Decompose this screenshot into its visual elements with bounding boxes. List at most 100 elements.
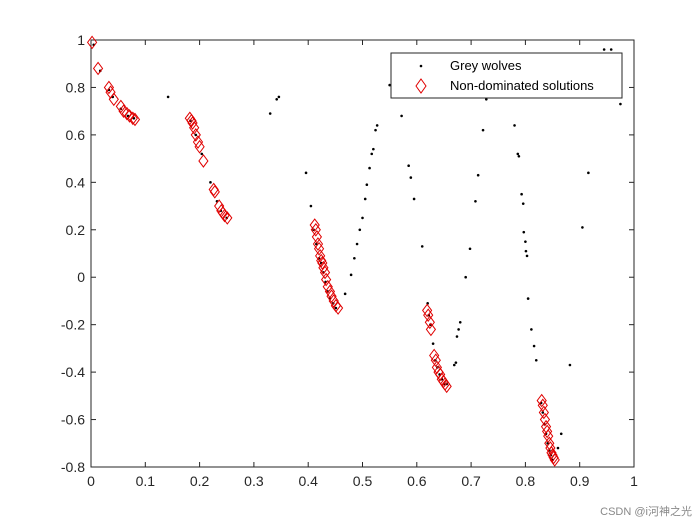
y-tick-label: -0.4 — [61, 364, 85, 380]
grey-wolf-point — [526, 297, 530, 300]
grey-wolf-point — [452, 363, 456, 367]
y-tick-label: 0.4 — [66, 174, 86, 190]
grey-wolf-point — [513, 124, 516, 127]
grey-wolf-point — [556, 446, 560, 450]
non-dominated-point — [192, 135, 204, 149]
y-tick-label: -0.2 — [61, 317, 85, 333]
x-tick-label: 0.9 — [570, 473, 590, 489]
grey-wolf-point — [587, 171, 590, 175]
grey-wolf-point — [619, 102, 622, 106]
x-tick-label: 0.8 — [516, 473, 536, 489]
grey-wolf-point — [343, 292, 347, 296]
grey-wolf-point — [304, 171, 308, 175]
non-dominated-point — [198, 154, 209, 168]
grey-wolf-point — [388, 83, 391, 87]
non-dominated-point — [324, 284, 336, 299]
non-dominated-point — [189, 120, 200, 135]
non-dominated-point — [312, 237, 324, 251]
non-dominated-point — [222, 211, 233, 225]
non-dominated-point — [108, 92, 119, 107]
non-dominated-point — [548, 450, 559, 465]
grey-wolf-point — [524, 249, 528, 253]
grey-wolf-point — [532, 344, 536, 348]
non-dominated-point — [309, 218, 320, 232]
grey-wolf-point — [520, 192, 523, 196]
x-tick-label: 0.5 — [353, 473, 373, 489]
non-dominated-point — [127, 111, 138, 126]
grey-wolf-point — [370, 152, 374, 156]
legend-diamond-marker — [415, 78, 427, 94]
x-tick-label: 0.3 — [244, 473, 264, 489]
grey-wolf-point — [365, 183, 369, 187]
grey-wolf-point — [541, 411, 545, 414]
non-dominated-point — [313, 241, 325, 256]
non-dominated-point — [187, 116, 198, 130]
grey-wolf-point — [454, 361, 458, 364]
non-dominated-point — [537, 398, 548, 413]
non-dominated-point — [545, 441, 556, 455]
grey-wolf-point — [534, 358, 538, 362]
grey-wolf-point — [581, 226, 584, 229]
non-dominated-point — [315, 249, 326, 263]
grey-wolf-point — [409, 176, 413, 179]
grey-wolf-point — [464, 275, 467, 279]
y-tick-label: 0 — [77, 269, 85, 285]
grey-wolf-point — [349, 273, 353, 277]
grey-wolf-point — [468, 247, 472, 251]
grey-wolf-point — [400, 114, 403, 118]
grey-wolf-point — [277, 95, 281, 99]
non-dominated-point — [326, 289, 337, 304]
grey-wolf-point — [353, 256, 356, 260]
grey-wolf-point — [525, 254, 529, 258]
grey-wolf-point — [457, 328, 460, 331]
grey-wolf-point — [358, 228, 362, 232]
y-tick-label: -0.8 — [61, 459, 85, 475]
grey-wolf-point — [524, 240, 527, 243]
non-dominated-point — [332, 301, 344, 315]
non-dominated-point — [190, 128, 201, 142]
grey-wolf-point — [559, 432, 563, 436]
non-dominated-point — [328, 294, 339, 308]
non-dominated-point — [318, 260, 329, 275]
grey-wolf-point — [368, 166, 371, 170]
y-tick-label: 0.2 — [66, 222, 86, 238]
x-tick-label: 0.6 — [407, 473, 427, 489]
y-tick-label: 0.8 — [66, 79, 86, 95]
grey-wolf-point — [309, 204, 313, 208]
y-tick-label: 0.6 — [66, 127, 86, 143]
non-dominated-point — [441, 379, 452, 394]
legend-label-non-dominated: Non-dominated solutions — [450, 78, 594, 93]
grey-wolf-point — [455, 335, 459, 338]
non-dominated-point — [536, 393, 547, 408]
non-dominated-point — [423, 308, 434, 323]
y-tick-label: -0.6 — [61, 412, 85, 428]
grey-wolf-point — [521, 202, 525, 205]
grey-wolf-point — [407, 164, 410, 168]
grey-wolf-point — [609, 48, 613, 51]
grey-wolf-point — [458, 320, 462, 324]
non-dominated-point — [322, 279, 333, 294]
legend: Grey wolves Non-dominated solutions — [390, 52, 623, 99]
non-dominated-point — [547, 448, 558, 462]
non-dominated-point — [320, 272, 332, 287]
grey-wolf-point — [200, 152, 204, 156]
grey-wolf-point — [516, 152, 520, 156]
grey-wolf-point — [194, 133, 198, 137]
non-dominated-point — [209, 184, 220, 199]
non-dominated-point — [121, 106, 132, 121]
grey-wolf-point — [334, 306, 338, 310]
x-tick-label: 0.4 — [298, 473, 318, 489]
x-tick-label: 0.7 — [461, 473, 481, 489]
non-dominated-point — [319, 265, 331, 280]
grey-wolf-point — [420, 245, 424, 248]
grey-wolf-point — [485, 98, 488, 101]
grey-wolf-point — [481, 128, 485, 132]
grey-wolf-point — [374, 128, 377, 132]
grey-wolf-point — [372, 147, 375, 151]
non-dominated-point — [539, 412, 551, 427]
grey-wolf-point — [474, 200, 477, 203]
non-dominated-point — [124, 109, 135, 123]
non-dominated-point — [317, 256, 328, 270]
non-dominated-point — [310, 222, 321, 237]
